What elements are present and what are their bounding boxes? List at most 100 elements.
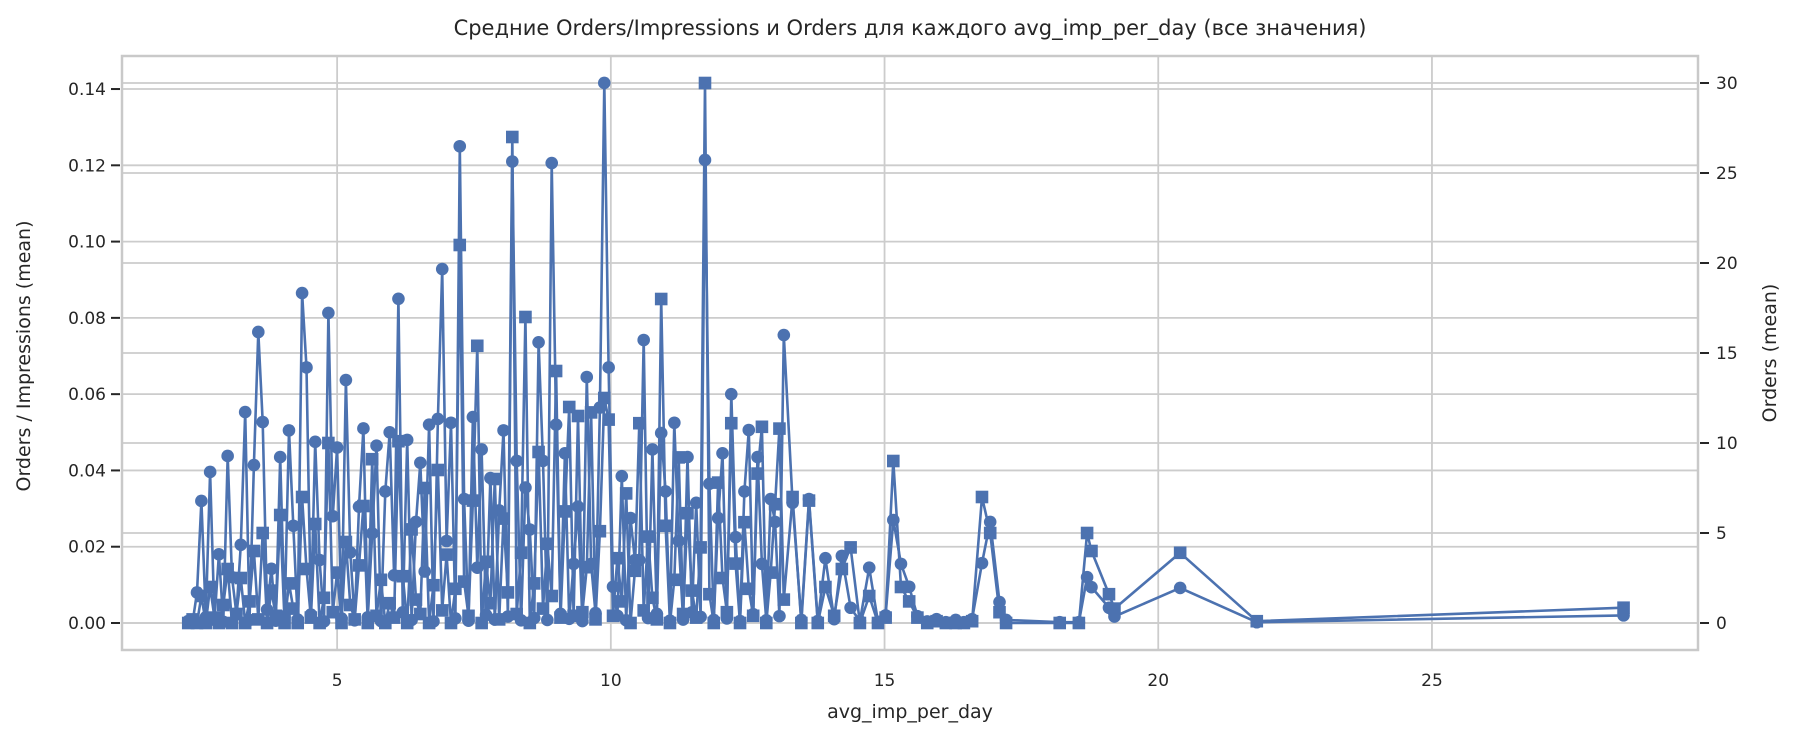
y-left-tick-label: 0.10 <box>68 233 106 253</box>
y-left-tick-label: 0.04 <box>68 461 106 481</box>
data-point-circle <box>431 412 445 426</box>
data-point-circle <box>637 333 650 347</box>
data-point-circle <box>444 416 458 430</box>
data-point-circle <box>1173 581 1187 595</box>
data-point-square <box>650 613 664 626</box>
y-right-tick-label: 20 <box>1716 254 1738 274</box>
y-left-tick-label: 0.00 <box>68 614 106 634</box>
data-point-square <box>510 607 523 621</box>
data-point-square <box>278 616 291 630</box>
data-point-square <box>488 472 502 486</box>
data-point-circle <box>541 613 554 627</box>
data-point-square <box>216 598 230 612</box>
data-point-square <box>911 611 924 624</box>
data-point-square <box>238 616 252 630</box>
data-point-square <box>295 490 309 504</box>
series-line <box>186 81 1625 625</box>
data-point-circle <box>475 443 488 456</box>
data-point-square <box>654 292 668 306</box>
data-point-square <box>335 616 348 630</box>
data-point-square <box>409 593 423 606</box>
data-point-square <box>479 555 493 569</box>
data-point-square <box>853 616 867 630</box>
data-point-circle <box>597 76 611 90</box>
data-point-square <box>983 526 997 540</box>
data-point-circle <box>510 454 523 468</box>
data-point-square <box>993 605 1006 619</box>
data-point-square <box>523 616 537 630</box>
data-point-square <box>597 391 611 405</box>
data-point-square <box>435 604 449 617</box>
data-point-square <box>444 616 458 630</box>
data-point-circle <box>282 424 296 437</box>
data-point-circle <box>975 556 989 570</box>
chart-title: Средние Orders/Impressions и Orders для … <box>454 16 1367 41</box>
data-point-square <box>694 541 707 554</box>
data-point-circle <box>295 286 309 300</box>
data-point-square <box>427 578 440 592</box>
data-point-square <box>637 604 650 617</box>
data-point-square <box>716 571 729 585</box>
data-point-square <box>357 499 370 513</box>
data-point-square <box>685 584 699 597</box>
data-point-circle <box>668 416 681 430</box>
data-point-circle <box>738 485 751 498</box>
data-point-square <box>1053 616 1067 630</box>
x-axis-label: avg_imp_per_day <box>827 701 993 723</box>
data-point-square <box>681 506 694 520</box>
data-point-circle <box>256 415 269 429</box>
data-point-square <box>1108 602 1121 615</box>
data-point-square <box>606 609 620 623</box>
data-point-square <box>212 616 226 630</box>
data-point-square <box>724 416 738 430</box>
data-point-square <box>514 546 528 560</box>
data-point-square <box>663 616 677 630</box>
data-point-circle <box>221 449 234 463</box>
data-point-square <box>777 593 791 606</box>
data-point-square <box>308 517 322 531</box>
data-point-circle <box>252 325 265 339</box>
data-point-square <box>383 596 396 610</box>
data-point-square <box>326 605 340 619</box>
y-left-tick-label: 0.08 <box>68 309 106 329</box>
data-point-square <box>466 494 480 507</box>
data-point-circle <box>654 426 668 440</box>
data-point-square <box>475 616 488 630</box>
data-point-circle <box>287 519 300 533</box>
data-point-circle <box>773 609 786 623</box>
data-point-square <box>795 616 808 630</box>
data-point-square <box>549 364 563 378</box>
data-point-square <box>786 490 799 504</box>
data-point-square <box>374 573 388 587</box>
data-point-square <box>541 537 554 551</box>
data-point-square <box>729 557 742 570</box>
data-point-square <box>733 616 747 630</box>
data-point-square <box>221 562 234 576</box>
data-point-square <box>462 609 475 623</box>
data-point-square <box>1617 601 1630 614</box>
data-point-circle <box>580 370 594 384</box>
data-point-circle <box>265 562 278 576</box>
y-right-tick-label: 15 <box>1716 344 1738 364</box>
data-point-square <box>1085 544 1098 558</box>
data-point-square <box>313 616 326 630</box>
data-point-square <box>287 602 300 615</box>
data-point-circle <box>777 328 791 342</box>
data-point-square <box>247 544 261 558</box>
data-point-square <box>265 584 278 597</box>
data-point-circle <box>894 557 908 571</box>
y-left-tick-label: 0.12 <box>68 156 106 176</box>
data-point-square <box>343 598 357 612</box>
y-right-tick-label: 0 <box>1716 614 1727 634</box>
data-point-circle <box>751 450 764 464</box>
data-point-square <box>580 560 594 574</box>
data-point-square <box>862 589 876 603</box>
data-point-square <box>422 616 436 630</box>
data-point-circle <box>862 561 876 574</box>
data-point-circle <box>339 373 353 387</box>
data-point-square <box>879 611 892 624</box>
data-point-circle <box>418 565 432 578</box>
data-point-square <box>611 551 624 565</box>
